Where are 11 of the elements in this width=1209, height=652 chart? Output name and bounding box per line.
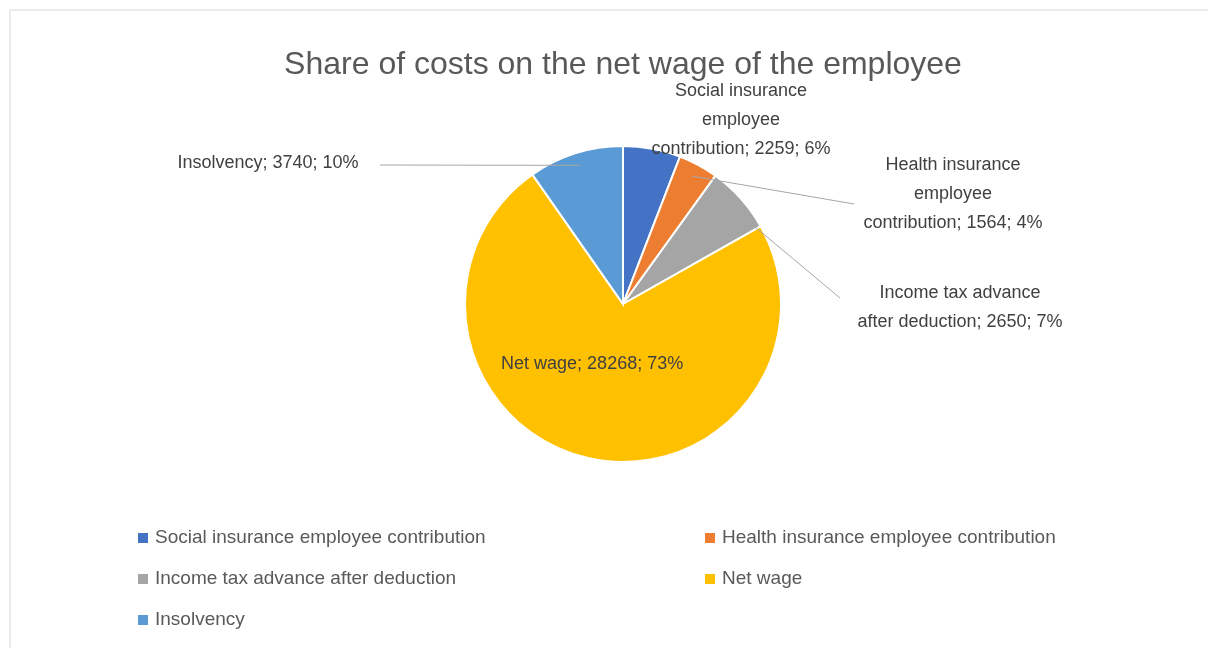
data-label: Income tax advance after deduction; 2650; 7% [857, 282, 1063, 331]
data-label: Insolvency; 3740; 10% [177, 152, 359, 172]
legend-label: Insolvency [155, 608, 246, 629]
legend-label: Health insurance employee contribution [722, 526, 1056, 547]
legend-label: Income tax advance after deduction [155, 567, 457, 588]
data-label: Health insurance employee contribution; 1564; 4% [863, 154, 1043, 232]
data-label: Social insurance employee contribution; 2259; 6% [651, 80, 831, 158]
legend-label: Net wage [722, 567, 803, 588]
legend-label: Social insurance employee contribution [155, 526, 486, 547]
chart-title: Share of costs on the net wage of the employee [284, 45, 962, 81]
data-label: Net wage; 28268; 73% [501, 353, 684, 374]
